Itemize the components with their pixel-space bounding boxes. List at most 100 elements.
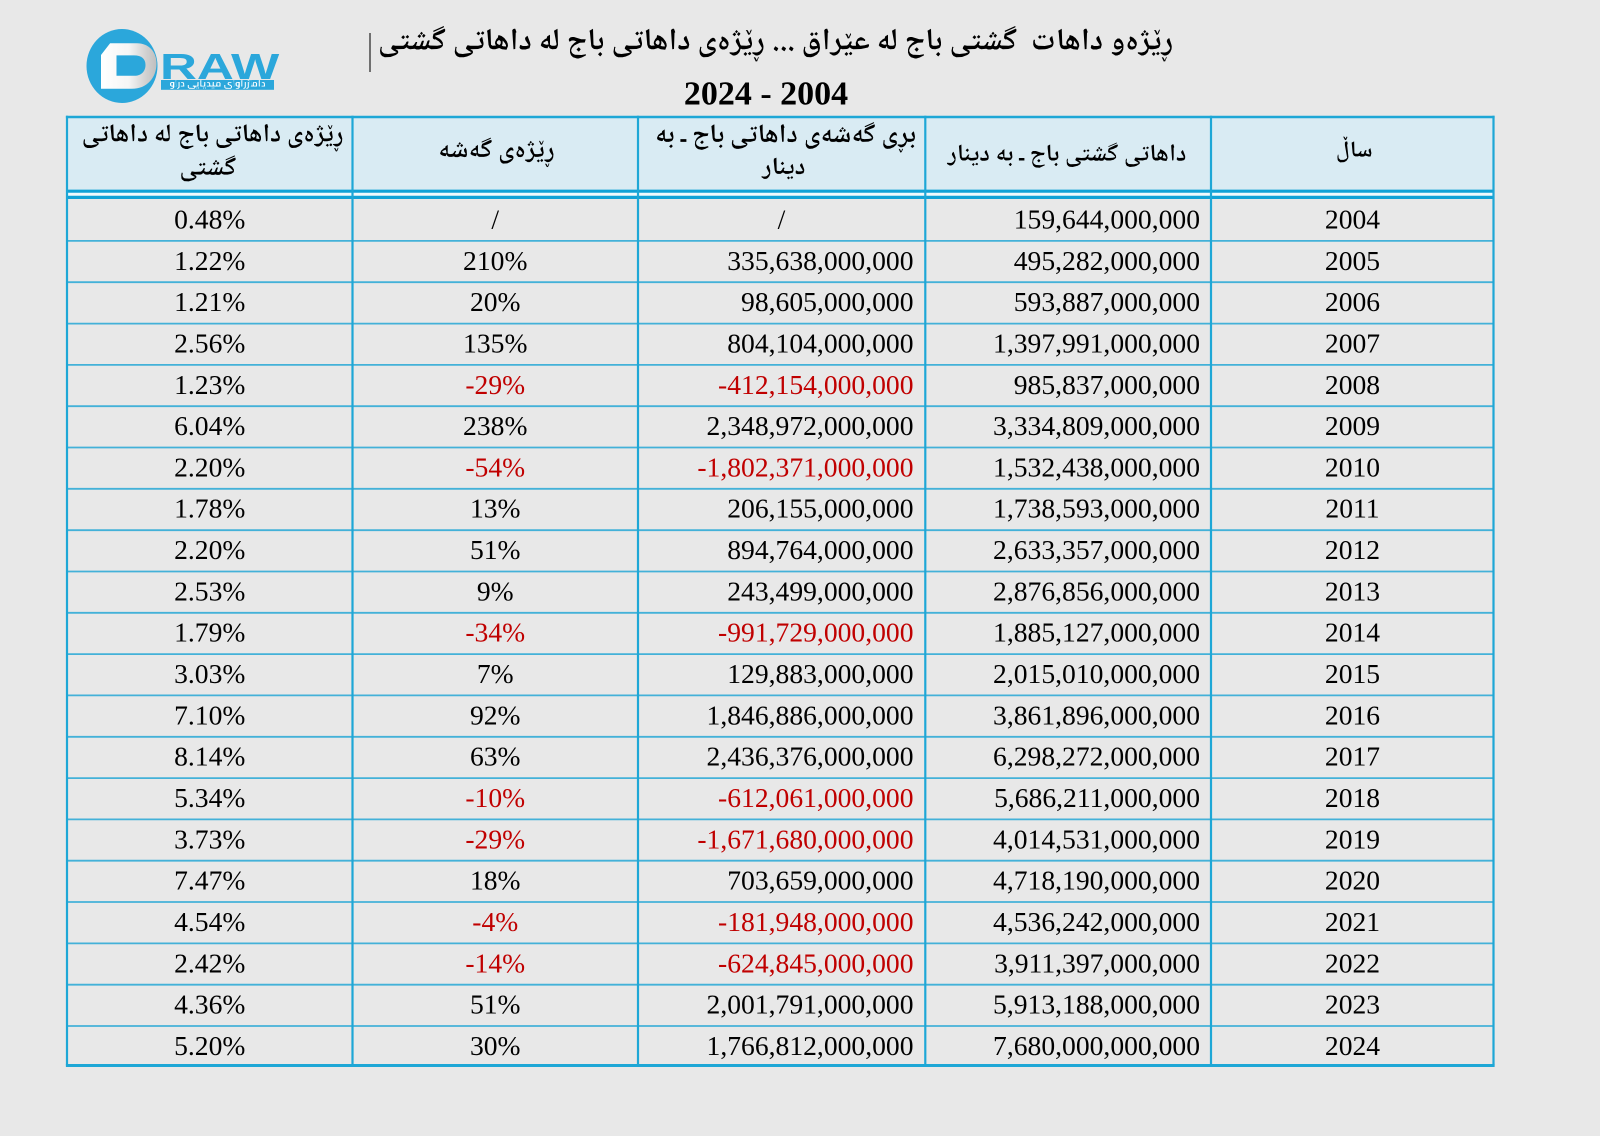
svg-text:1.22%: 1.22% [174,245,245,276]
svg-text:9%: 9% [477,575,514,606]
svg-text:2014: 2014 [1325,617,1380,648]
svg-text:2012: 2012 [1325,534,1380,565]
svg-text:3,911,397,000,000: 3,911,397,000,000 [994,947,1200,978]
svg-text:335,638,000,000: 335,638,000,000 [727,245,913,276]
svg-text:-1,671,680,000,000: -1,671,680,000,000 [697,823,913,854]
svg-text:804,104,000,000: 804,104,000,000 [727,328,913,359]
svg-text:3,861,896,000,000: 3,861,896,000,000 [993,699,1200,730]
svg-text:2006: 2006 [1325,286,1380,317]
svg-text:2010: 2010 [1325,451,1380,482]
svg-text:238%: 238% [463,410,527,441]
svg-text:2,436,376,000,000: 2,436,376,000,000 [707,741,914,772]
svg-text:-991,729,000,000: -991,729,000,000 [718,617,913,648]
svg-text:2007: 2007 [1325,328,1380,359]
svg-text:6.04%: 6.04% [174,410,245,441]
svg-text:2013: 2013 [1325,575,1380,606]
svg-text:51%: 51% [470,534,521,565]
svg-text:51%: 51% [470,989,521,1020]
svg-text:2.20%: 2.20% [174,451,245,482]
svg-text:1.23%: 1.23% [174,369,245,400]
svg-text:2023: 2023 [1325,989,1380,1020]
svg-text:6,298,272,000,000: 6,298,272,000,000 [993,741,1200,772]
svg-text:2.20%: 2.20% [174,534,245,565]
svg-text:2,348,972,000,000: 2,348,972,000,000 [707,410,914,441]
svg-text:1.78%: 1.78% [174,493,245,524]
svg-text:2019: 2019 [1325,823,1380,854]
svg-text:2020: 2020 [1325,865,1380,896]
svg-text:129,883,000,000: 129,883,000,000 [727,658,913,689]
svg-text:3,334,809,000,000: 3,334,809,000,000 [993,410,1200,441]
svg-text:-612,061,000,000: -612,061,000,000 [718,782,913,813]
svg-text:2.53%: 2.53% [174,575,245,606]
svg-text:5.34%: 5.34% [174,782,245,813]
svg-text:-54%: -54% [465,451,525,482]
svg-text:13%: 13% [470,493,521,524]
svg-text:2016: 2016 [1325,699,1380,730]
svg-text:2.56%: 2.56% [174,328,245,359]
svg-text:206,155,000,000: 206,155,000,000 [727,493,913,524]
svg-text:4,718,190,000,000: 4,718,190,000,000 [993,865,1200,896]
svg-text:2022: 2022 [1325,947,1380,978]
svg-text:135%: 135% [463,328,527,359]
svg-text:8.14%: 8.14% [174,741,245,772]
svg-text:593,887,000,000: 593,887,000,000 [1014,286,1200,317]
svg-text:7,680,000,000,000: 7,680,000,000,000 [993,1030,1200,1061]
svg-text:1,532,438,000,000: 1,532,438,000,000 [993,451,1200,482]
svg-text:894,764,000,000: 894,764,000,000 [727,534,913,565]
svg-text:2004: 2004 [1325,204,1380,235]
svg-text:2011: 2011 [1325,493,1379,524]
svg-text:1.79%: 1.79% [174,617,245,648]
svg-text:1,766,812,000,000: 1,766,812,000,000 [707,1030,914,1061]
svg-text:2,015,010,000,000: 2,015,010,000,000 [993,658,1200,689]
svg-text:2,001,791,000,000: 2,001,791,000,000 [707,989,914,1020]
svg-text:5,913,188,000,000: 5,913,188,000,000 [993,989,1200,1020]
svg-text:-1,802,371,000,000: -1,802,371,000,000 [697,451,913,482]
svg-text:92%: 92% [470,699,521,730]
svg-text:1.21%: 1.21% [174,286,245,317]
svg-text:7.10%: 7.10% [174,699,245,730]
svg-text:2005: 2005 [1325,245,1380,276]
svg-text:2024: 2024 [1325,1030,1380,1061]
svg-text:-29%: -29% [465,369,525,400]
svg-text:2024 - 2004: 2024 - 2004 [684,76,848,113]
svg-text:0.48%: 0.48% [174,204,245,235]
svg-text:2021: 2021 [1325,906,1380,937]
svg-text:3.03%: 3.03% [174,658,245,689]
svg-text:2015: 2015 [1325,658,1380,689]
svg-text:-14%: -14% [465,947,525,978]
svg-text:2,876,856,000,000: 2,876,856,000,000 [993,575,1200,606]
svg-text:1,738,593,000,000: 1,738,593,000,000 [993,493,1200,524]
svg-text:7%: 7% [477,658,514,689]
svg-text:4.54%: 4.54% [174,906,245,937]
svg-text:1,397,991,000,000: 1,397,991,000,000 [993,328,1200,359]
svg-text:30%: 30% [470,1030,521,1061]
svg-text:2,633,357,000,000: 2,633,357,000,000 [993,534,1200,565]
svg-text:63%: 63% [470,741,521,772]
svg-text:2.42%: 2.42% [174,947,245,978]
svg-text:210%: 210% [463,245,527,276]
svg-text:1,846,886,000,000: 1,846,886,000,000 [707,699,914,730]
svg-text:2008: 2008 [1325,369,1380,400]
svg-text:2009: 2009 [1325,410,1380,441]
svg-text:-181,948,000,000: -181,948,000,000 [718,906,913,937]
svg-text:-10%: -10% [465,782,525,813]
svg-text:2017: 2017 [1325,741,1380,772]
svg-text:159,644,000,000: 159,644,000,000 [1014,204,1200,235]
svg-text:4.36%: 4.36% [174,989,245,1020]
svg-text:5.20%: 5.20% [174,1030,245,1061]
svg-text:3.73%: 3.73% [174,823,245,854]
svg-text:98,605,000,000: 98,605,000,000 [741,286,913,317]
svg-text:18%: 18% [470,865,521,896]
svg-text:985,837,000,000: 985,837,000,000 [1014,369,1200,400]
svg-text:4,536,242,000,000: 4,536,242,000,000 [993,906,1200,937]
svg-text:2018: 2018 [1325,782,1380,813]
svg-text:-624,845,000,000: -624,845,000,000 [718,947,913,978]
svg-text:20%: 20% [470,286,521,317]
svg-text:4,014,531,000,000: 4,014,531,000,000 [993,823,1200,854]
svg-text:703,659,000,000: 703,659,000,000 [727,865,913,896]
svg-text:-29%: -29% [465,823,525,854]
svg-text:/: / [778,204,786,235]
svg-text:-4%: -4% [472,906,518,937]
svg-text:7.47%: 7.47% [174,865,245,896]
svg-text:-34%: -34% [465,617,525,648]
